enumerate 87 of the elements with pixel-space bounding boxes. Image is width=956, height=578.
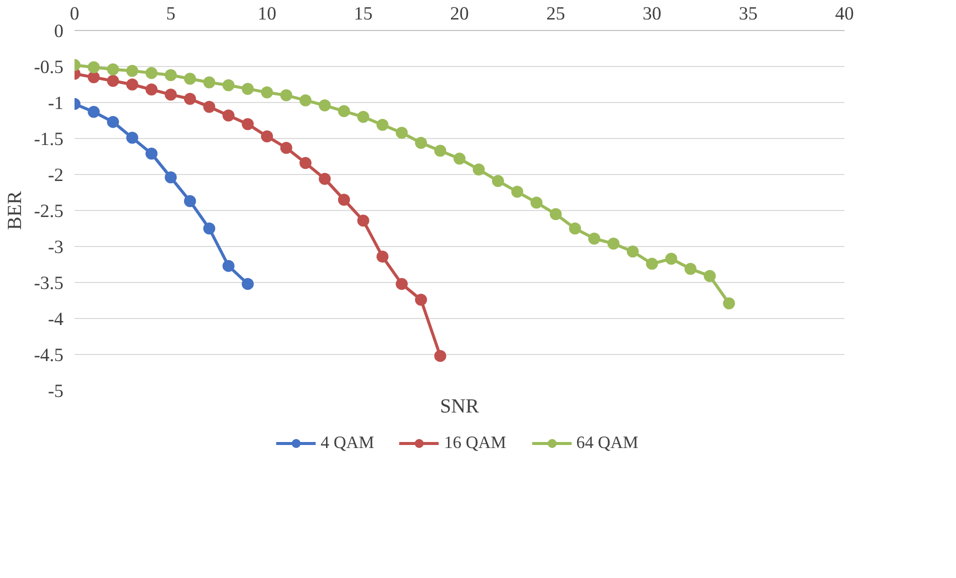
point	[396, 278, 408, 290]
x-axis-title: SNR	[440, 396, 480, 418]
y-tick-label: -4.5	[34, 345, 64, 366]
point	[107, 116, 119, 128]
point	[107, 63, 119, 76]
point	[242, 118, 254, 130]
point	[280, 89, 292, 102]
point	[88, 61, 100, 74]
point	[261, 130, 273, 142]
point	[684, 262, 696, 275]
point	[164, 69, 177, 82]
point	[318, 99, 331, 112]
point	[261, 86, 273, 98]
point	[415, 136, 427, 149]
point	[164, 88, 177, 101]
point	[184, 195, 196, 208]
point	[280, 142, 292, 154]
point	[357, 110, 370, 123]
point	[646, 258, 658, 270]
point	[300, 94, 312, 106]
legend-label: 4 QAM	[320, 432, 374, 452]
point	[203, 222, 216, 234]
point	[146, 66, 158, 79]
y-tick-label: 0	[54, 21, 64, 42]
point	[184, 72, 196, 85]
x-tick-label: 30	[642, 4, 662, 24]
y-tick-label: -2.5	[34, 201, 64, 222]
y-tick-label: -3.5	[34, 273, 64, 294]
point	[338, 194, 350, 206]
point	[434, 350, 446, 362]
point	[126, 132, 138, 144]
point	[300, 156, 312, 169]
x-tick-label: 0	[70, 4, 80, 24]
point	[376, 118, 388, 131]
point	[338, 105, 350, 118]
x-tick-label: 10	[258, 4, 276, 24]
point	[126, 78, 138, 90]
x-tick-label: 25	[546, 4, 566, 24]
point	[242, 278, 254, 290]
point	[146, 84, 158, 96]
point	[126, 64, 138, 77]
point	[203, 100, 216, 113]
y-axis-title: BER	[4, 190, 26, 230]
x-tick-label: 20	[450, 4, 469, 24]
point	[164, 171, 177, 184]
point	[492, 174, 504, 187]
point	[415, 294, 427, 306]
point	[184, 92, 196, 105]
point	[454, 152, 466, 165]
point	[608, 238, 620, 250]
point	[511, 186, 524, 198]
point	[88, 106, 100, 118]
x-tick-label: 40	[835, 4, 854, 24]
point	[704, 270, 716, 282]
point	[626, 246, 639, 258]
x-tick-label: 5	[166, 4, 176, 24]
point	[146, 148, 158, 160]
y-tick-label: -2	[48, 165, 64, 186]
legend-label: 64 QAM	[576, 432, 638, 452]
point	[88, 71, 100, 84]
point	[222, 260, 234, 272]
point	[665, 252, 678, 265]
point	[222, 79, 234, 92]
y-tick-label: -3	[48, 237, 64, 258]
y-tick-label: -1	[48, 93, 64, 114]
point	[396, 126, 408, 139]
point	[376, 250, 388, 263]
point	[203, 76, 216, 88]
y-tick-label: -4	[48, 309, 64, 330]
y-tick-label: -5	[48, 381, 64, 402]
y-tick-label: -0.5	[34, 57, 64, 78]
x-tick-label: 15	[354, 4, 373, 24]
point	[472, 163, 485, 176]
point	[242, 82, 254, 95]
point	[530, 196, 542, 209]
point	[357, 214, 370, 227]
point	[434, 144, 446, 157]
legend-label: 16 QAM	[444, 432, 506, 452]
point	[550, 208, 562, 220]
point	[723, 297, 735, 310]
x-tick-label: 35	[738, 4, 758, 24]
point	[107, 74, 119, 87]
point	[569, 222, 581, 234]
point	[318, 172, 331, 185]
point	[588, 232, 600, 245]
y-tick-label: -1.5	[34, 129, 64, 150]
point	[222, 109, 234, 122]
